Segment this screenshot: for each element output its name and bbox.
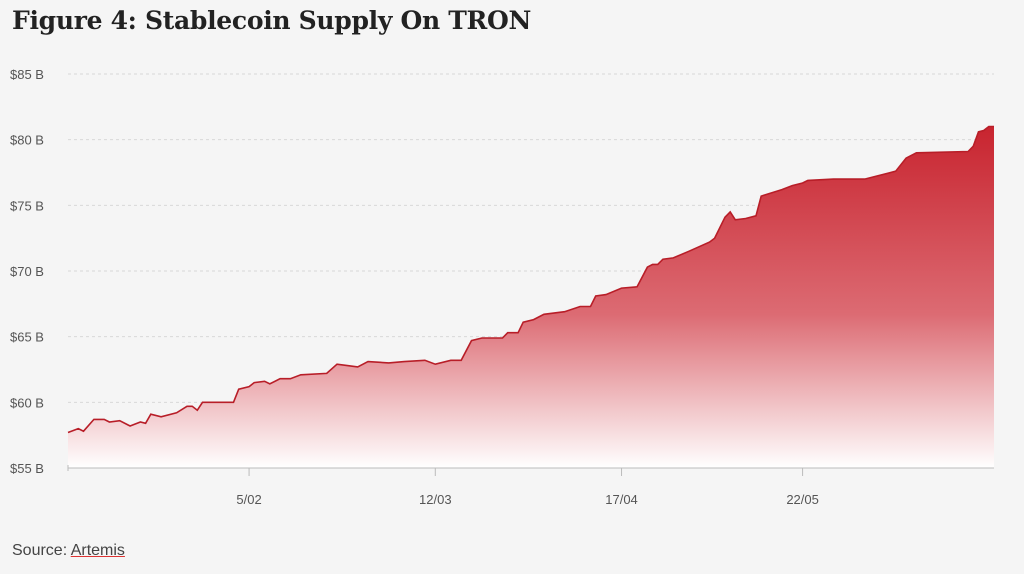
source-note: Source: Artemis bbox=[12, 542, 125, 560]
series-line bbox=[67, 125, 994, 434]
source-prefix: Source: bbox=[12, 542, 68, 559]
y-tick-label: $75 B bbox=[10, 198, 44, 213]
x-axis-labels: 5/02 12/03 17/04 22/05 bbox=[236, 492, 818, 507]
y-tick-label: $85 B bbox=[10, 67, 44, 82]
source-link[interactable]: Artemis bbox=[70, 542, 125, 559]
x-tick-label: 5/02 bbox=[236, 492, 261, 507]
x-tick-label: 22/05 bbox=[786, 492, 819, 507]
axes bbox=[67, 465, 994, 476]
y-axis-labels: $55 B $60 B $65 B $70 B $75 B $80 B $85 B bbox=[10, 67, 44, 476]
area-fill bbox=[68, 126, 994, 468]
y-tick-label: $55 B bbox=[10, 461, 44, 476]
chart-title: Figure 4: Stablecoin Supply On TRON bbox=[12, 6, 532, 35]
y-tick-label: $60 B bbox=[10, 395, 44, 410]
x-tick-label: 17/04 bbox=[605, 492, 638, 507]
area-series bbox=[67, 125, 994, 468]
y-tick-label: $80 B bbox=[10, 133, 44, 148]
x-tick-label: 12/03 bbox=[419, 492, 452, 507]
y-tick-label: $65 B bbox=[10, 330, 44, 345]
y-tick-label: $70 B bbox=[10, 264, 44, 279]
